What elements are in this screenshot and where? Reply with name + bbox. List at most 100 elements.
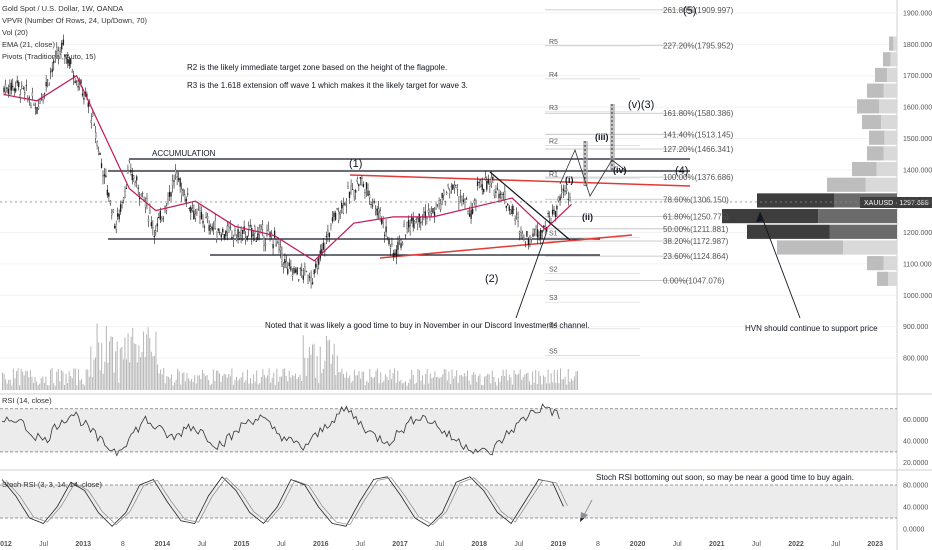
candle-body <box>78 84 81 88</box>
candle-body <box>238 232 241 239</box>
candle-body <box>285 261 287 268</box>
candle-body <box>31 92 34 97</box>
volume-bar <box>324 360 326 390</box>
stoch-tick-label: 40.0000 <box>903 505 928 512</box>
candle-body <box>95 132 97 139</box>
time-tick-label: Jul <box>435 541 444 548</box>
volume-bar <box>445 369 447 390</box>
volume-bar <box>28 377 30 390</box>
candle-body <box>125 188 128 190</box>
candle-body <box>24 92 26 95</box>
volume-bar <box>250 378 251 390</box>
volume-bar <box>8 379 10 390</box>
volume-bar <box>488 374 490 390</box>
vpvr-bar-up <box>867 83 884 98</box>
volume-bar <box>437 376 439 390</box>
volume-bar <box>335 374 337 390</box>
volume-bar <box>541 384 543 390</box>
time-tick-label: Jul <box>277 541 286 548</box>
volume-bar <box>126 359 127 390</box>
vpvr-bar-down <box>879 99 897 114</box>
discord-pointer <box>515 233 547 319</box>
candle-body <box>4 84 7 92</box>
vpvr-bar-down <box>883 83 897 98</box>
volume-bar <box>6 383 8 390</box>
candle-body <box>305 271 308 272</box>
candle-body <box>279 246 282 251</box>
volume-bar <box>505 369 507 390</box>
volume-bar <box>40 378 42 390</box>
candle-body <box>196 212 198 214</box>
volume-bar <box>209 385 211 390</box>
candle-body <box>400 243 402 248</box>
volume-bar <box>570 378 572 390</box>
volume-bar <box>113 372 115 390</box>
candle-body <box>245 237 247 241</box>
wave-2-label: (2) <box>485 273 498 285</box>
candle-body <box>167 199 169 203</box>
time-tick-label: Jul <box>752 541 761 548</box>
volume-bar <box>219 373 220 390</box>
candle-body <box>562 188 564 191</box>
vpvr-bar-up <box>777 240 843 255</box>
volume-bar <box>29 370 31 390</box>
volume-bar <box>318 382 320 390</box>
candle-body <box>526 230 528 237</box>
candle-body <box>530 237 533 240</box>
volume-bar <box>533 382 535 390</box>
volume-bar <box>73 368 75 390</box>
volume-bar <box>498 378 499 390</box>
candle-body <box>161 217 163 221</box>
candle-body <box>450 186 452 188</box>
candle-body <box>418 213 420 223</box>
candle-body <box>21 84 23 87</box>
candle-body <box>567 198 569 200</box>
volume-bar <box>254 381 256 390</box>
hvn-arrowhead <box>756 212 764 222</box>
volume-bar <box>42 376 44 390</box>
candle-body <box>461 196 463 200</box>
volume-bar <box>398 381 400 390</box>
vpvr-bar-up <box>869 130 885 145</box>
rsi-tick-label: 60.0000 <box>903 417 928 424</box>
volume-bar <box>160 369 162 390</box>
volume-bar <box>384 374 386 390</box>
candle-body <box>140 194 142 196</box>
rsi-band <box>0 408 897 452</box>
volume-bar <box>2 372 3 390</box>
volume-bar <box>401 383 403 390</box>
volume-bar <box>184 381 186 390</box>
candle-body <box>318 258 320 265</box>
candle-body <box>470 209 472 219</box>
volume-bar <box>372 378 374 390</box>
vpvr-bar-up <box>857 99 879 114</box>
volume-bar <box>453 378 455 390</box>
candle-body <box>106 189 109 196</box>
candle-body <box>423 211 425 213</box>
volume-bar <box>166 376 168 390</box>
vpvr-bar-down <box>888 271 897 286</box>
volume-bar <box>346 371 348 390</box>
volume-bar <box>375 370 377 390</box>
candle-body <box>158 217 160 219</box>
volume-bar <box>460 375 462 390</box>
candle-body <box>48 84 50 86</box>
candle-body <box>191 208 194 211</box>
candle-body <box>97 150 100 154</box>
volume-bar <box>239 378 241 390</box>
volume-bar <box>20 368 22 390</box>
candle-body <box>421 221 423 223</box>
candle-body <box>40 99 43 101</box>
candle-body <box>65 55 67 59</box>
volume-bar <box>298 377 300 390</box>
candle-body <box>417 218 419 225</box>
candle-body <box>222 229 224 233</box>
price-tick-label: 1100.000 <box>903 261 932 268</box>
volume-bar <box>336 355 338 390</box>
volume-bar <box>285 375 287 390</box>
volume-bar <box>200 378 202 390</box>
fib-label: 141.40%(1513.145) <box>663 130 734 139</box>
candle-body <box>177 177 180 181</box>
volume-bar <box>494 381 496 390</box>
volume-bar <box>516 374 518 390</box>
